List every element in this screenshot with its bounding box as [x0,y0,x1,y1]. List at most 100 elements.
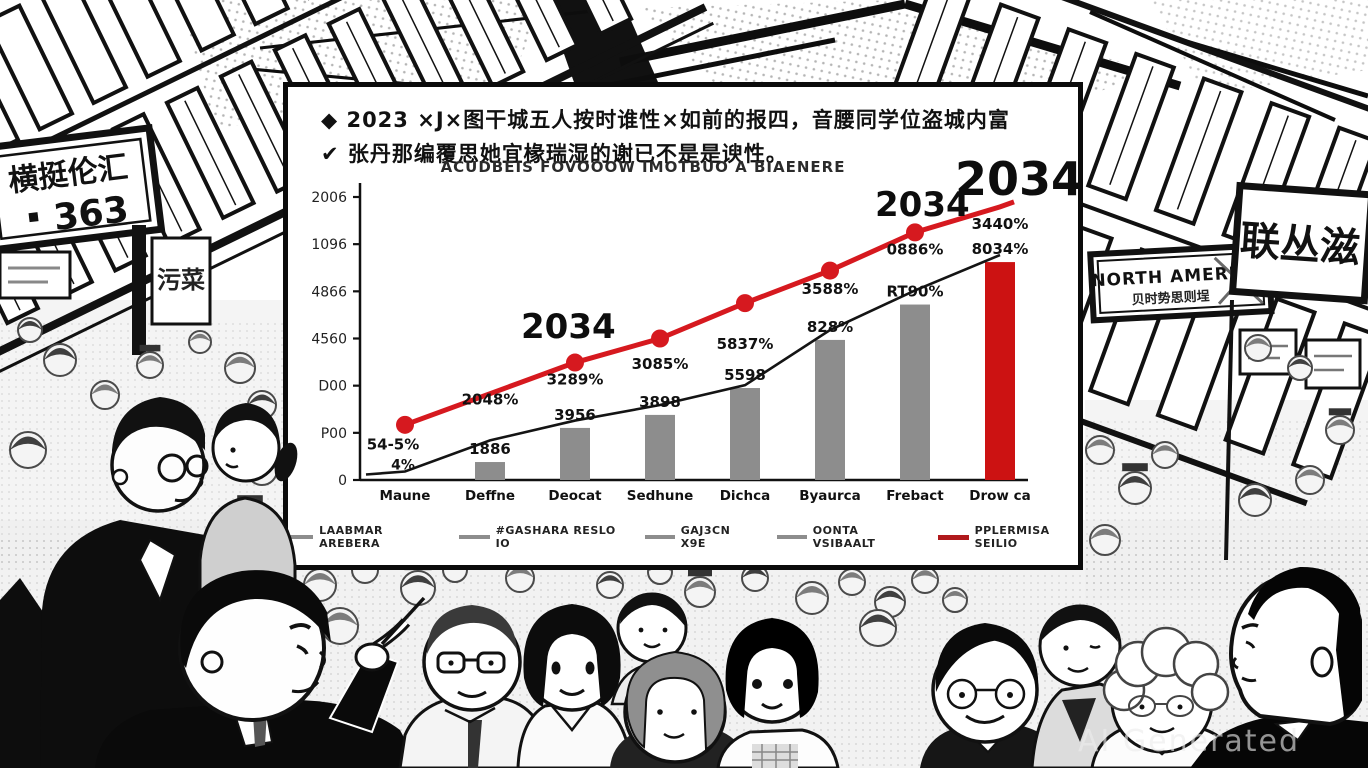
legend-label: PPLERMISA SEILIO [974,524,1050,550]
hat [1328,408,1352,416]
north-america-subtext: 贝时势思则埕 [1131,288,1210,308]
window [541,0,634,37]
sketch-head [188,330,212,354]
chart-panel: ◆ 2023 ×J×图干城五人按时谁性×如前的报四，音腰同学位盗城内富 ✔ 张丹… [283,82,1083,570]
bar [985,262,1015,480]
sketch-head [505,563,535,593]
sketch-head [838,568,866,596]
y-tick-label: 0 [338,473,347,489]
x-category-label: Drow ca [969,488,1030,504]
red-series-dot [651,329,669,348]
sketch-head [136,344,164,379]
sketch-head [795,581,829,615]
x-category-label: Deocat [548,488,602,504]
stall-sign-text: 污菜 [157,266,205,294]
red-series-dot [821,261,839,280]
y-tick-label: P00 [321,426,347,442]
x-category-label: Byaurca [799,488,861,504]
sketch-head [43,343,77,377]
legend-item: GAJ3CN X9E [644,524,751,550]
upper-percent-label: 3588% [802,280,859,298]
legend-label: #GASHARA RESLO IO [495,524,616,550]
sketch-head [17,317,43,343]
x-category-label: Maune [380,488,431,504]
hat [1122,463,1148,472]
upper-percent-label: 3289% [547,371,604,389]
x-category-label: Deffne [465,488,515,504]
left-banner-sign: 横挺伦汇 363 [0,124,166,254]
legend-swatch [938,534,969,540]
legend-item: #GASHARA RESLO IO [459,524,618,550]
sketch-head [596,571,624,599]
left-banner-number: 363 [51,189,131,239]
sketch-head [321,607,359,645]
upper-percent-label: 3085% [632,355,689,373]
left-stall: 污菜 [0,225,212,355]
sketch-head [1287,355,1313,381]
callout-2034: 2034 [955,152,1084,206]
upper-percent-label: 54-5% [367,436,420,454]
bar [815,339,845,480]
window [200,0,291,27]
sketch-head [224,352,256,384]
red-series-dot [906,223,924,242]
x-category-label: Frebact [886,488,944,504]
right-banner-sign: 联丛滋 [1228,181,1368,305]
x-category-label: Dichca [720,488,771,504]
upper-percent-label: 3440% [972,215,1029,233]
sketch-head [1238,483,1272,517]
y-tick-label: 4560 [311,332,347,348]
upper-percent-label: 0886% [887,240,944,258]
bar-value-label: 8034% [972,240,1029,258]
hat [237,495,263,504]
window [487,0,580,63]
bar [900,304,930,480]
sketch-head [90,380,120,410]
sketch-head [1325,408,1355,445]
legend-label: OONTA VSIBAALT [812,524,876,550]
legend-item: LAABMAR AREBERA [283,524,433,550]
sketch-head [246,454,278,486]
panel-bullet-1: ◆ 2023 ×J×图干城五人按时谁性×如前的报四，音腰同学位盗城内富 [321,108,1010,132]
y-tick-label: D00 [318,379,347,395]
sketch-head [1295,465,1325,495]
legend-swatch [644,535,675,539]
sketch-head [233,495,267,537]
bar [645,414,675,480]
bar [475,462,505,480]
bar-value-label: 3956 [554,406,596,424]
panel-bullet-2: ✔ 张丹那编覆思她宜椽瑞湿的谢已不是是谀性。 [321,142,788,166]
legend-swatch [776,535,807,539]
upper-percent-label: 5837% [717,335,774,353]
hat [688,568,712,577]
bar-value-label: RT90% [886,283,943,301]
sketch-head [1244,334,1272,362]
sketch-head [1085,435,1115,465]
hat [139,344,161,352]
sketch-head [859,609,897,647]
sketch-head [9,431,47,469]
y-tick-label: 4866 [311,284,347,300]
bar [560,427,590,480]
black-series-line [365,253,1001,476]
chart-title: ACUDBEIS FOVOOOW IMOTBUO A BIAENERE [440,158,846,176]
sketch-head [303,568,337,602]
sketch-head [247,390,277,420]
red-series-dot [736,294,754,313]
window [146,0,237,54]
bar [730,388,760,480]
sketch-head [942,587,968,613]
bar-value-label: 1886 [469,440,511,458]
upper-percent-label: 2048% [462,390,519,408]
extra-percent-label: 4% [391,458,415,474]
chart-plot: 2006 1096 4866 4560 D00 P00 0 1886 3956 3898 5598 8… [311,183,1031,504]
red-series-dot [396,415,414,434]
legend-item: PPLERMISA SEILIO [938,524,1083,550]
x-category-label: Sedhune [627,488,694,504]
legend-swatch [459,535,490,539]
legend-label: GAJ3CN X9E [680,524,731,550]
y-tick-label: 1096 [311,237,347,253]
legend-item: OONTA VSIBAALT [776,524,913,550]
sketch-head [874,586,906,618]
